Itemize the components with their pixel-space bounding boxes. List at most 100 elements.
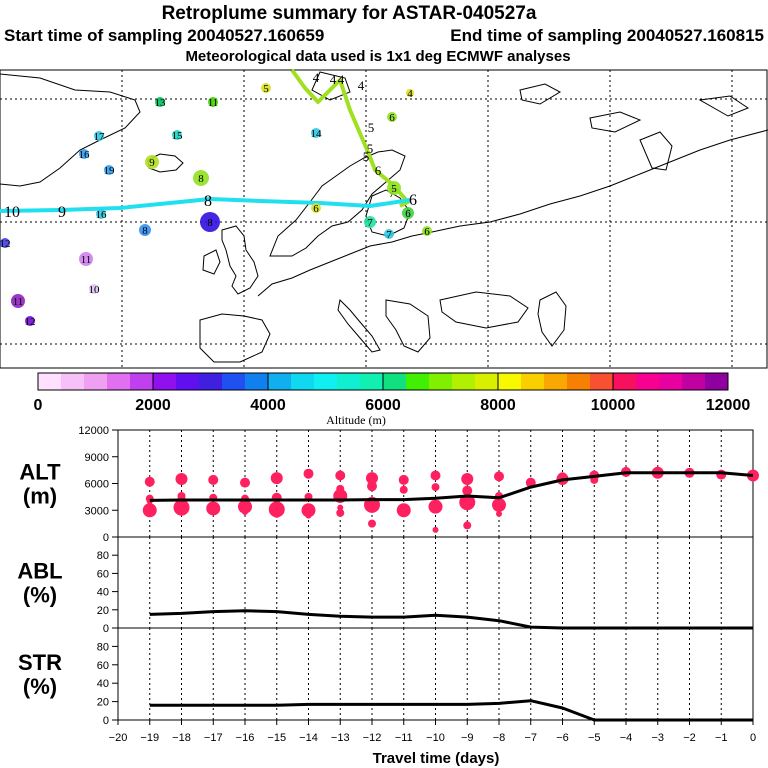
particle-dot [337,504,344,511]
graticule [0,70,768,368]
panel-label: ABL [17,559,62,584]
plume-marker-label: 15 [172,130,184,142]
particle-dot [206,501,221,516]
colorbar-swatch [245,373,269,390]
track-label: 4 [330,72,337,87]
particle-dot [463,521,472,530]
colorbar-swatch [314,373,338,390]
x-tick-label: −19 [140,732,159,744]
track-label: 4 [313,70,320,85]
y-tick-label: 40 [97,587,109,599]
x-tick-label: −20 [109,732,128,744]
particle-dot [367,481,377,492]
colorbar-label: Altitude (m) [326,413,386,427]
plume-marker-label: 6 [313,203,319,215]
plume-marker-label: 17 [94,131,106,143]
plume-marker-dot [89,284,99,294]
plume-marker-dot [0,238,10,248]
plume-marker-dot [155,97,165,107]
colorbar-swatch [544,373,568,390]
x-tick-label: −8 [493,732,506,744]
y-tick-label: 3000 [85,505,109,517]
colorbar-swatch [84,373,108,390]
altitude-colorbar: 0 2000 4000 6000 8000 10000 12000 Altitude (m) [34,372,751,427]
particle-dot [270,472,283,485]
particle-dot [268,501,285,518]
plume-marker-label: 8 [142,225,148,237]
colorbar-swatch [659,373,683,390]
particle-dot [335,470,346,481]
met-data-note: Meteorological data used is 1x1 deg ECMW… [185,48,570,65]
track-label: 5 [367,141,374,156]
plume-marker-dot [261,83,271,93]
y-tick-label: 12000 [78,425,109,437]
track-label: 9 [58,204,66,221]
y-tick-label: 6000 [85,479,109,491]
plume-marker-dot [387,181,401,195]
particle-dot [272,509,281,518]
colorbar-swatch [682,373,706,390]
colorbar-swatch [475,373,499,390]
x-tick-label: −14 [299,732,318,744]
plume-marker-dot [104,165,114,175]
plume-marker-dot [406,89,414,97]
particle-dot [494,471,504,482]
colorbar-swatch [613,373,637,390]
plume-marker-label: 19 [104,165,116,177]
x-tick-label: −9 [461,732,474,744]
y-tick-label: 80 [97,641,109,653]
panel-abl: 0 20 40 60 80 ABL(%) [17,536,754,635]
colorbar-swatch [498,373,522,390]
plume-marker-dot [79,149,89,159]
track-label: 6 [375,163,382,178]
colorbar-swatch [107,373,131,390]
y-tick-label: 60 [97,660,109,672]
colorbar-tick-label: 12000 [706,397,751,414]
plume-marker-label: 5 [263,83,269,95]
plume-marker-dot [200,212,220,232]
track-label: 10 [4,204,20,221]
x-tick-label: −17 [204,732,223,744]
plume-marker-dot [94,131,104,141]
plume-marker-label: 11 [13,296,24,308]
colorbar-swatch [521,373,545,390]
particle-dot [399,485,408,494]
x-tick-label: −4 [620,732,633,744]
colorbar-tick-label: 2000 [135,397,171,414]
particle-dot [462,485,473,496]
colorbar-swatch [636,373,660,390]
particle-dot [432,526,439,533]
plume-marker-label: 4 [407,88,413,100]
plume-marker-dot [193,170,209,186]
particle-dot [496,510,502,517]
particle-dot [459,494,476,511]
particle-dot [240,477,250,488]
particle-dot [400,510,407,517]
colorbar-swatch [567,373,591,390]
plume-marker-label: 9 [149,157,155,169]
x-tick-label: −3 [651,732,664,744]
coastlines [0,70,768,368]
plume-marker-label: 16 [96,209,108,221]
panel-unit: (m) [23,484,57,509]
plume-marker-label: 6 [424,226,430,238]
y-tick-label: 0 [103,623,109,635]
y-tick-label: 9000 [85,452,109,464]
particle-dot [175,473,188,486]
x-tick-label: −1 [715,732,728,744]
colorbar-swatch [705,373,729,390]
colorbar-swatch [38,373,62,390]
particle-dot [173,499,190,516]
particle-dot [398,474,409,485]
series-line [149,699,753,722]
colorbar-swatch [452,373,476,390]
panel-label: ALT [19,460,61,485]
track-label: 5 [363,149,370,164]
plume-marker-dot [139,224,151,236]
particle-dot [366,472,378,485]
particle-dot [368,519,376,528]
plume-marker-dot [145,155,159,169]
colorbar-swatch [199,373,223,390]
